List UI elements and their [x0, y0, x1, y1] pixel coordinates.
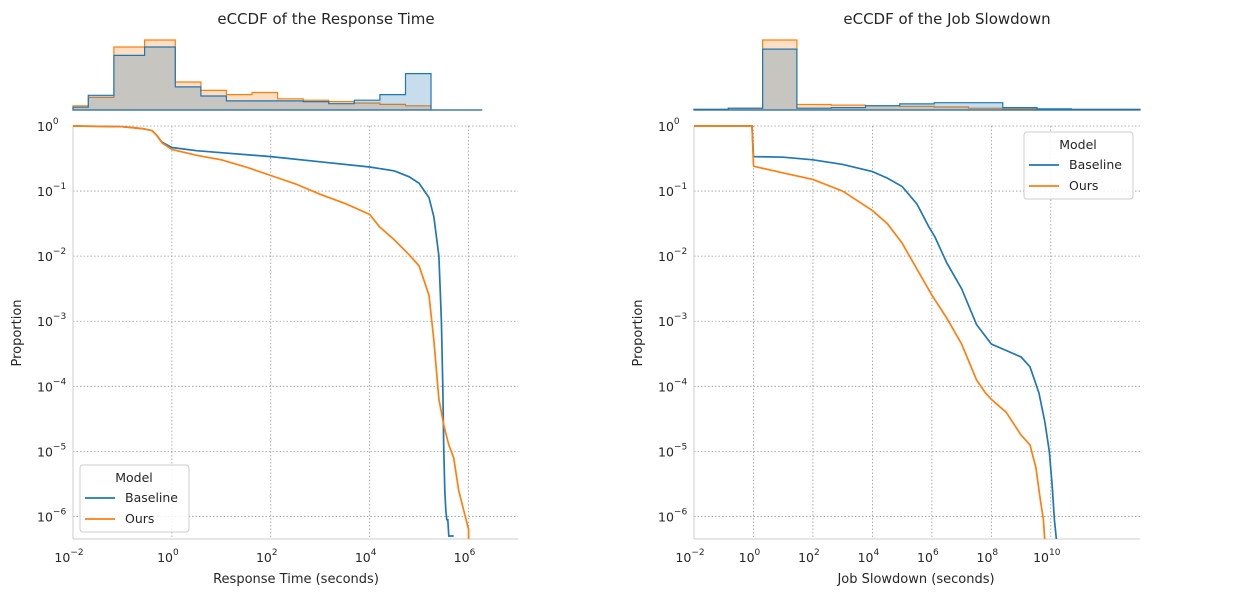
x-tick-label: 104	[858, 548, 880, 565]
axes-spines	[693, 126, 1140, 540]
chart-title: eCCDF of the Job Slowdown	[843, 10, 1050, 28]
job-slowdown-panel: eCCDF of the Job Slowdown 10−2 100 102 104 1…	[631, 10, 1141, 587]
y-tick-label: 10−2	[37, 247, 66, 264]
x-tick-label: 106	[454, 548, 476, 565]
x-tick-label: 1010	[1033, 548, 1061, 565]
axes-spines	[72, 126, 518, 540]
y-tick-label: 10−4	[658, 377, 687, 394]
y-tick-label: 10−3	[37, 312, 66, 329]
series-line-baseline	[694, 125, 1058, 539]
x-tick-label: 108	[977, 548, 999, 565]
y-tick-labels: 100 10−1 10−2 10−3 10−4 10−5 10−6	[37, 117, 66, 524]
x-axis-label: Response Time (seconds)	[213, 572, 379, 587]
y-axis-label: Proportion	[10, 299, 25, 366]
y-tick-label: 10−1	[658, 182, 687, 199]
legend: Model Baseline Ours	[1023, 131, 1134, 200]
x-tick-label: 102	[798, 548, 820, 565]
y-axis-label: Proportion	[631, 299, 646, 366]
legend: Model Baseline Ours	[79, 464, 190, 533]
y-tick-label: 100	[37, 117, 59, 134]
y-tick-label: 10−6	[37, 507, 66, 524]
y-tick-label: 10−5	[37, 442, 66, 459]
legend-title: Model	[1059, 137, 1097, 152]
x-tick-labels: 10−2 100 102 104 106 108 1010	[675, 548, 1060, 565]
hist-ours	[693, 39, 1141, 111]
x-axis-label: Job Slowdown (seconds)	[836, 572, 994, 587]
y-tick-label: 10−3	[658, 312, 687, 329]
y-tick-label: 10−2	[658, 247, 687, 264]
y-tick-label: 10−5	[658, 442, 687, 459]
hist-baseline	[72, 46, 483, 111]
x-tick-label: 100	[157, 548, 179, 565]
x-tick-label: 10−2	[54, 548, 83, 565]
y-tick-label: 100	[658, 117, 680, 134]
marginal-histogram	[693, 39, 1141, 111]
series-line-ours	[73, 125, 470, 539]
legend-box	[1023, 131, 1134, 200]
y-tick-labels: 100 10−1 10−2 10−3 10−4 10−5 10−6	[658, 117, 687, 524]
x-tick-label: 106	[917, 548, 939, 565]
legend-entry-ours: Ours	[1069, 178, 1098, 193]
x-tick-label: 10−2	[675, 548, 704, 565]
legend-box	[79, 464, 190, 533]
marginal-histogram	[72, 39, 483, 111]
x-tick-label: 100	[739, 548, 761, 565]
series-lines	[73, 125, 470, 539]
series-lines	[694, 125, 1058, 539]
x-tick-labels: 10−2 100 102 104 106	[54, 548, 475, 565]
y-tick-label: 10−1	[37, 182, 66, 199]
legend-title: Model	[115, 470, 153, 485]
response-time-panel: eCCDF of the Response Time 10−2 100 102 104…	[10, 10, 518, 587]
x-tick-label: 102	[256, 548, 278, 565]
hist-baseline	[693, 48, 1141, 111]
legend-entry-baseline: Baseline	[1069, 157, 1122, 172]
y-tick-label: 10−6	[658, 507, 687, 524]
legend-entry-baseline: Baseline	[125, 490, 178, 505]
series-line-ours	[694, 125, 1046, 539]
x-tick-label: 104	[355, 548, 377, 565]
legend-entry-ours: Ours	[125, 511, 154, 526]
chart-title: eCCDF of the Response Time	[217, 10, 434, 28]
y-tick-label: 10−4	[37, 377, 66, 394]
